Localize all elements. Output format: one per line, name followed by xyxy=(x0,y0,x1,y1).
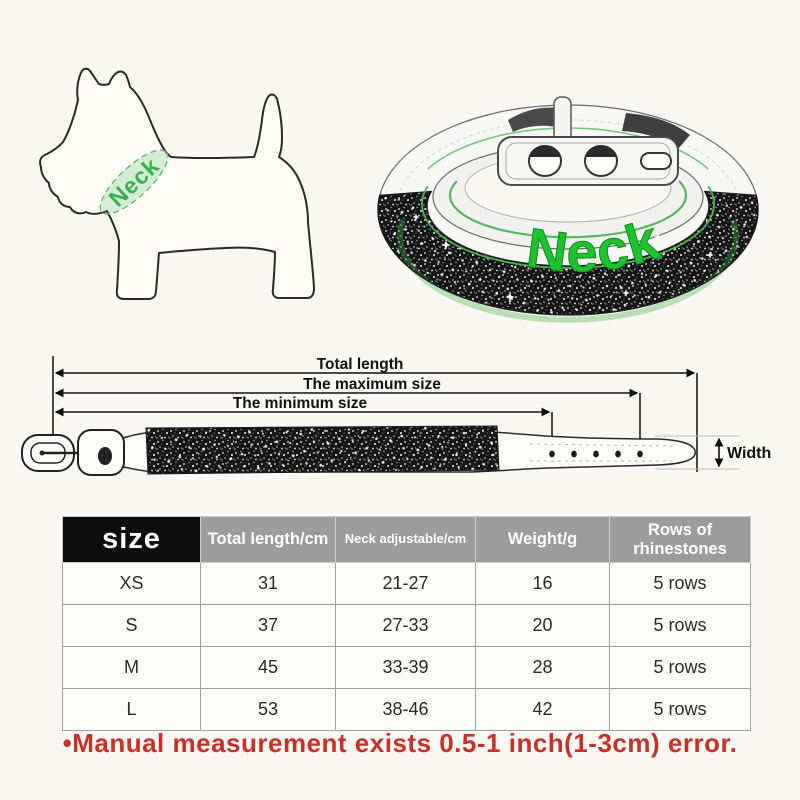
rhinestone-band xyxy=(377,185,759,323)
table-cell: L xyxy=(62,688,201,731)
table-row-s: S 37 27-33 20 5 rows xyxy=(62,604,751,647)
table-cell: 27-33 xyxy=(335,604,476,647)
column-header-size: size xyxy=(62,516,201,563)
collar-photo: Neck xyxy=(377,96,759,323)
table-cell: 16 xyxy=(475,562,610,605)
table-cell: 42 xyxy=(475,688,610,731)
column-header-neck-adjustable: Neck adjustable/cm xyxy=(335,516,476,563)
width-label: Width xyxy=(727,445,771,462)
table-row-m: M 45 33-39 28 5 rows xyxy=(62,646,751,689)
column-header-rows-of-rhinestones: Rows of rhinestones xyxy=(609,516,751,563)
buckle-drawing xyxy=(21,429,125,476)
maximum-size-label: The maximum size xyxy=(303,376,441,393)
minimum-size-label: The minimum size xyxy=(233,395,368,412)
adjustment-holes xyxy=(549,450,643,458)
table-cell: 5 rows xyxy=(609,688,751,731)
table-cell: 21-27 xyxy=(335,562,476,605)
size-table: size Total length/cm Neck adjustable/cm … xyxy=(62,516,751,731)
dog-outline-figure: Neck xyxy=(39,67,315,300)
table-cell: 28 xyxy=(475,646,610,689)
table-row-xs: XS 31 21-27 16 5 rows xyxy=(62,562,751,605)
green-piping-band-top xyxy=(421,185,715,269)
table-cell: 45 xyxy=(200,646,336,689)
column-header-total-length: Total length/cm xyxy=(200,516,336,563)
total-length-label: Total length xyxy=(317,356,404,373)
table-row-l: L 53 38-46 42 5 rows xyxy=(62,688,751,731)
table-cell: 5 rows xyxy=(609,604,751,647)
sparkle-glints xyxy=(412,213,714,302)
table-cell: M xyxy=(62,646,201,689)
green-glow xyxy=(397,218,739,323)
table-cell: 20 xyxy=(475,604,610,647)
table-cell: 53 xyxy=(200,688,336,731)
green-piping-inner xyxy=(448,180,688,239)
table-cell: S xyxy=(62,604,201,647)
measurement-diagram: Total length The maximum size The minimu… xyxy=(21,356,771,476)
table-cell: 37 xyxy=(200,604,336,647)
collar-side-view xyxy=(21,425,696,476)
collar-buckle xyxy=(497,96,690,186)
table-cell: XS xyxy=(62,562,201,605)
table-cell: 31 xyxy=(200,562,336,605)
table-cell: 38-46 xyxy=(335,688,476,731)
table-cell: 5 rows xyxy=(609,562,751,605)
column-header-weight: Weight/g xyxy=(475,516,610,563)
table-cell: 33-39 xyxy=(335,646,476,689)
measurement-error-note: •Manual measurement exists 0.5-1 inch(1-… xyxy=(62,728,738,758)
table-cell: 5 rows xyxy=(609,646,751,689)
rhinestone-band-side xyxy=(145,425,500,475)
dog-silhouette xyxy=(39,67,315,300)
